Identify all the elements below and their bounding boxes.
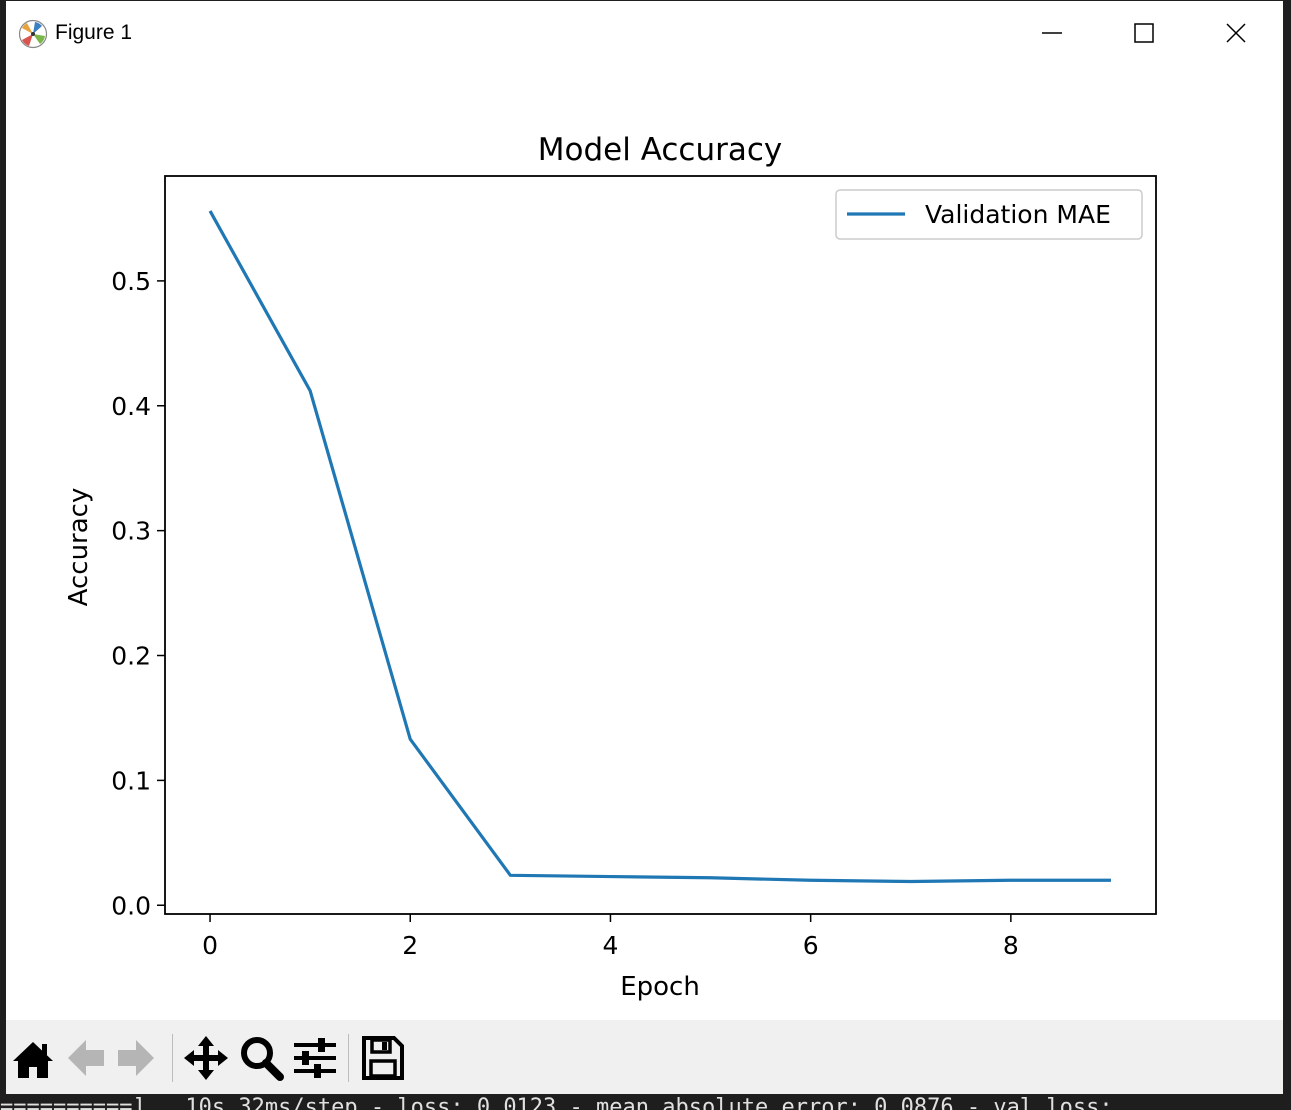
navigation-toolbar [6, 1020, 1283, 1095]
zoom-button[interactable] [238, 1034, 284, 1082]
configure-subplots-button[interactable] [292, 1034, 338, 1082]
terminal-text: ==========] 10s 32ms/step - loss: 0.0123… [0, 1095, 1126, 1110]
window-title: Figure 1 [55, 21, 133, 44]
minimize-button[interactable] [1006, 1, 1098, 67]
back-button[interactable] [64, 1034, 108, 1082]
legend-label: Validation MAE [925, 200, 1111, 229]
title-bar[interactable]: Figure 1 [6, 1, 1283, 67]
legend-frame [835, 189, 1143, 240]
close-icon [1226, 23, 1246, 43]
figure-canvas[interactable]: Model Accuracy 0 2 4 6 8 0.0 0.1 0.2 0.3 0.4 0.5 E… [6, 67, 1283, 1020]
series-line-validation-mae [208, 210, 1111, 884]
y-tick-label: 0.2 [111, 642, 151, 671]
home-icon [13, 1042, 53, 1078]
y-tick-label: 0.5 [111, 267, 151, 296]
close-button[interactable] [1190, 1, 1282, 67]
x-axis-label: Epoch [620, 972, 700, 1002]
y-axis-label: Accuracy [64, 488, 94, 607]
x-tick-label: 6 [803, 931, 819, 960]
forward-arrow-icon [118, 1040, 154, 1076]
plot-axes: 0 2 4 6 8 0.0 0.1 0.2 0.3 0.4 0.5 [111, 175, 1157, 960]
pan-icon [184, 1036, 228, 1080]
x-tick-label: 0 [202, 931, 218, 960]
terminal-output-line: ==========] 10s 32ms/step - loss: 0.0123… [0, 1094, 1291, 1110]
x-tick-label: 4 [602, 931, 618, 960]
y-tick-label: 0.1 [111, 766, 151, 795]
figure-window: Figure 1 Model Accuracy 0 2 4 6 8 0.0 0.1 0.2 0.… [5, 0, 1284, 1095]
toolbar-separator [172, 1034, 173, 1082]
chart-title: Model Accuracy [538, 132, 782, 168]
maximize-button[interactable] [1098, 1, 1190, 67]
pan-button[interactable] [182, 1034, 230, 1082]
x-tick-label: 8 [1003, 931, 1019, 960]
minimize-icon [1042, 32, 1062, 34]
sliders-icon [294, 1038, 336, 1078]
legend: Validation MAE [835, 189, 1143, 240]
forward-button[interactable] [114, 1034, 158, 1082]
x-tick-label: 2 [402, 931, 418, 960]
maximize-icon [1134, 23, 1154, 43]
matplotlib-logo-icon [18, 19, 48, 49]
save-icon [362, 1036, 404, 1080]
y-tick-label: 0.3 [111, 517, 151, 546]
home-button[interactable] [11, 1034, 55, 1082]
toolbar-separator [348, 1034, 349, 1082]
save-button[interactable] [360, 1034, 404, 1082]
y-tick-label: 0.0 [111, 891, 151, 920]
zoom-icon [241, 1037, 284, 1081]
back-arrow-icon [68, 1040, 104, 1076]
y-tick-label: 0.4 [111, 392, 151, 421]
axes-frame [164, 175, 1157, 915]
